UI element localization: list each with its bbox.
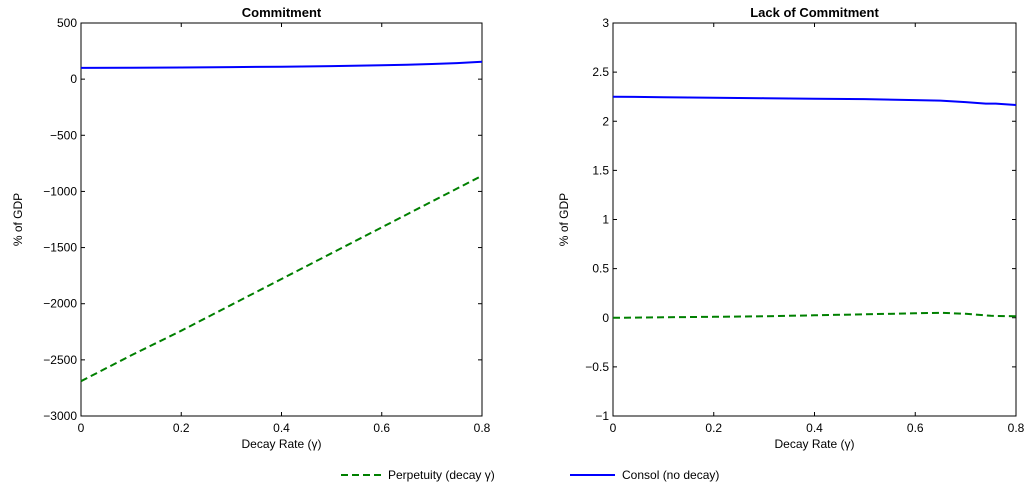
y-tick-label: −2500 [43,353,77,367]
legend-label-consol: Consol (no decay) [622,468,719,482]
y-tick-label: 2 [602,114,609,128]
y-axis-label: % of GDP [557,193,571,246]
y-tick-label: 1.5 [592,163,609,177]
chart-title: Lack of Commitment [750,5,879,20]
y-tick-label: 3 [602,16,609,30]
x-tick-label: 0 [610,421,617,435]
y-tick-label: 0 [602,311,609,325]
x-tick-label: 0 [78,421,85,435]
x-tick-label: 0.2 [173,421,190,435]
y-tick-label: 0.5 [592,262,609,276]
chart-panel-1: 0 0.2 0.4 0.6 0.8 −3000 −2500 −2000 −1500 −1000 −5… [11,5,491,451]
legend-label-perpetuity: Perpetuity (decay γ) [388,468,495,482]
y-tick-label: −1000 [43,184,77,198]
y-tick-label: −3000 [43,409,77,423]
series-line-perpetuity [612,311,1017,319]
y-tick-label: 1 [602,213,609,227]
series-line-consol [80,60,483,69]
chart-panel-2: 0 0.2 0.4 0.6 0.8 −1 −0.5 0 0.5 1 1.5 2 2.5 3 Lack of … [557,5,1025,451]
y-tick-label: 500 [57,16,77,30]
legend: Perpetuity (decay γ) Consol (no decay) [341,468,719,482]
x-tick-label: 0.6 [373,421,390,435]
y-tick-label: −500 [50,128,77,142]
y-axis-label: % of GDP [11,193,25,246]
plot-area-frame [612,22,1017,417]
series-line-consol [612,95,1017,106]
series-line-perpetuity [80,174,483,383]
x-tick-label: 0.4 [273,421,290,435]
y-tick-label: −0.5 [585,360,609,374]
y-tick-label: −1500 [43,241,77,255]
x-tick-label: 0.6 [907,421,924,435]
x-tick-label: 0.8 [474,421,491,435]
x-tick-label: 0.8 [1008,421,1025,435]
x-tick-label: 0.2 [705,421,722,435]
y-tick-label: 2.5 [592,65,609,79]
plot-area-frame [80,22,483,417]
y-tick-label: 0 [70,72,77,86]
x-tick-label: 0.4 [806,421,823,435]
x-axis-label: Decay Rate (γ) [241,437,321,451]
y-tick-label: −2000 [43,297,77,311]
x-axis-label: Decay Rate (γ) [774,437,854,451]
y-tick-label: −1 [595,409,609,423]
chart-title: Commitment [242,5,322,20]
